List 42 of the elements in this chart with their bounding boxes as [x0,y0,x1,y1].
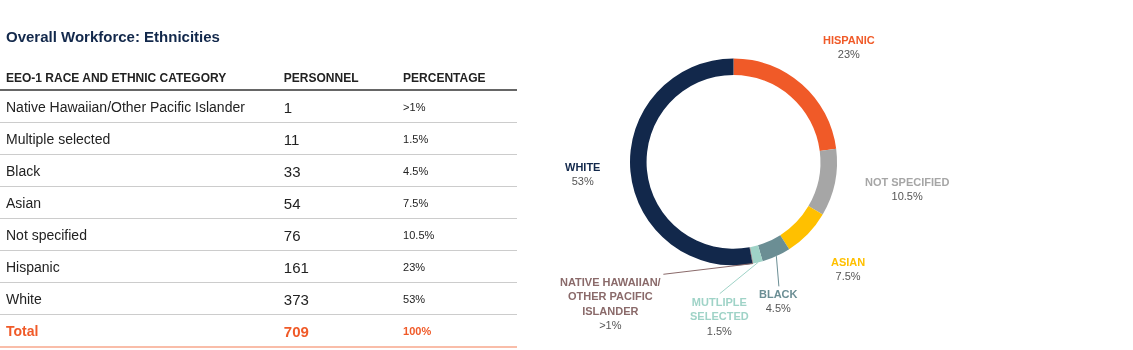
slice-label: WHITE [565,161,601,173]
text: PERSONNEL [277,67,398,90]
text: >1% [397,90,517,123]
text: 373 [277,282,398,315]
data-label: 10.5% [891,190,923,203]
text: 54 [277,186,398,219]
text: Not specified [0,218,278,251]
text: 10.5% [397,218,517,251]
text: 709 [277,314,398,347]
slice-label: NATIVE HAWAIIAN/ OTHER PACIFIC ISLANDER [560,276,661,317]
data-label: >1% [599,318,622,331]
text: Total [0,314,278,347]
data-label: 7.5% [835,270,861,283]
text: 4.5% [397,154,517,187]
slice-label: ASIAN [831,256,866,268]
text: Native Hawaiian/Other Pacific Islander [0,90,278,123]
data-label: 1.5% [706,324,733,337]
text: Hispanic [0,250,278,283]
text: White [0,282,278,315]
text: 100% [397,314,517,347]
text: PERCENTAGE [397,67,517,90]
slice-label: MUTLIPLE SELECTED [690,296,749,323]
text: 53% [397,282,517,315]
text: Multiple selected [0,122,278,155]
text: Overall Workforce: Ethnicities [6,28,221,45]
slice-label: NOT SPECIFIED [865,176,950,188]
data-label: 23% [837,48,861,61]
text: 11 [277,122,398,155]
text: 1.5% [397,122,517,155]
text: 23% [397,250,517,283]
text: 1 [277,90,398,123]
text: Asian [0,186,278,219]
text: 161 [277,250,398,283]
slice-label: HISPANIC [823,34,875,46]
text: EEO-1 RACE AND ETHNIC CATEGORY [0,67,278,90]
data-label: 4.5% [765,302,791,315]
data-label: 53% [571,175,594,188]
text: Black [0,154,278,187]
text: 7.5% [397,186,517,219]
text: 33 [277,154,398,187]
slice-label: BLACK [759,288,798,300]
text: 76 [277,218,398,251]
